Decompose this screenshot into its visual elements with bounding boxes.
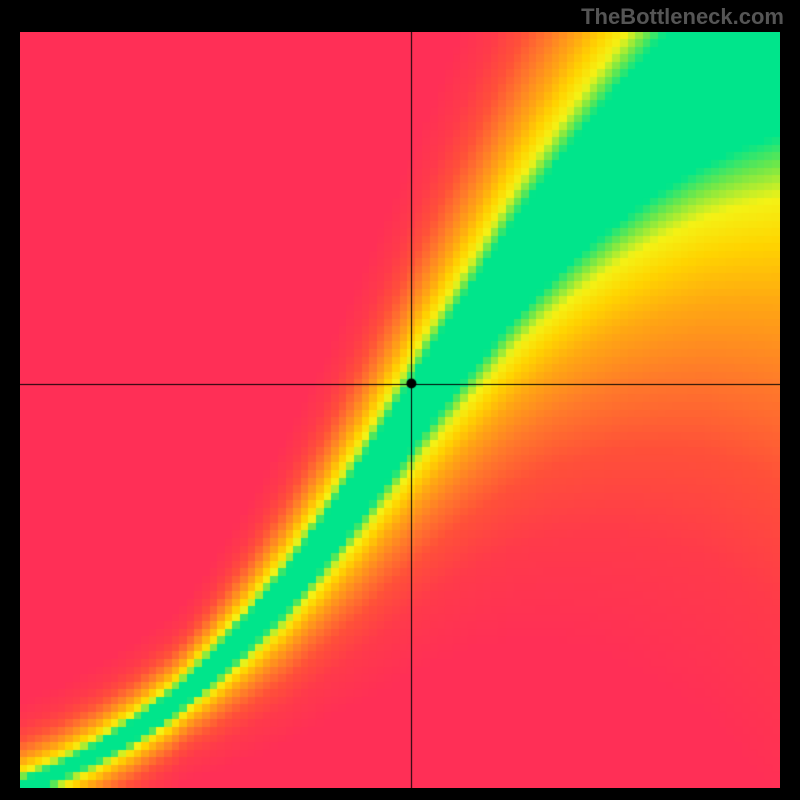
bottleneck-heatmap (20, 32, 780, 788)
page-root: TheBottleneck.com (0, 0, 800, 800)
watermark-text: TheBottleneck.com (581, 4, 784, 30)
